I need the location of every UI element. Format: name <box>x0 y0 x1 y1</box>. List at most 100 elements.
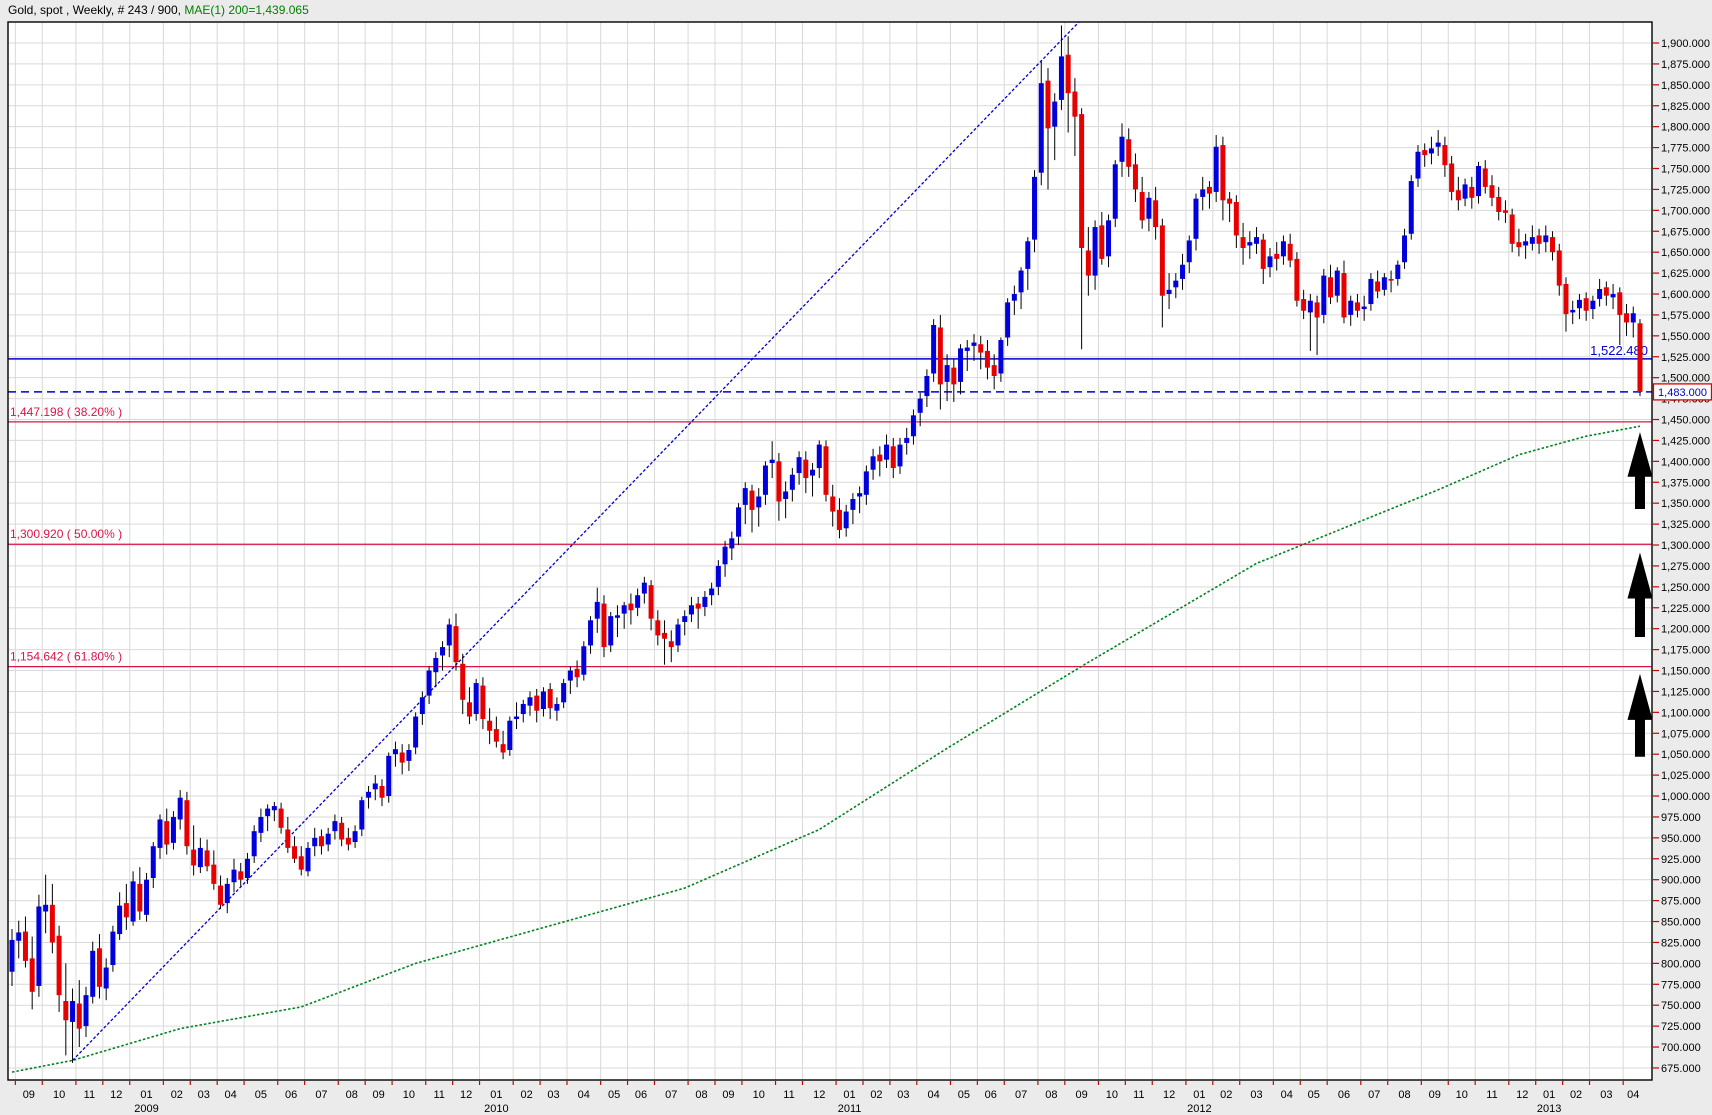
year-label: 2009 <box>134 1103 158 1115</box>
month-tick-label: 04 <box>225 1089 237 1101</box>
price-tick-label: 1,650.000 <box>1661 247 1710 259</box>
month-tick-label: 11 <box>84 1089 95 1101</box>
fib-retracement-level-2[interactable]: 1,154.642 ( 61.80% ) <box>8 650 1652 668</box>
month-tick-label: 06 <box>1338 1089 1350 1101</box>
ma-200-line[interactable] <box>11 425 1641 1073</box>
price-tick-label: 1,050.000 <box>1661 749 1710 761</box>
month-tick-label: 07 <box>665 1089 677 1101</box>
price-tick-label: 1,200.000 <box>1661 624 1710 636</box>
month-tick-label: 09 <box>722 1089 734 1101</box>
price-tick-label: 1,350.000 <box>1661 498 1710 510</box>
month-tick-label: 08 <box>695 1089 707 1101</box>
up-arrow-annotation-0[interactable] <box>1627 432 1653 510</box>
month-tick-label: 03 <box>547 1089 559 1101</box>
chart-plot-area[interactable] <box>8 22 1652 1080</box>
fib-retracement-level-0[interactable]: 1,447.198 ( 38.20% ) <box>8 405 1652 423</box>
price-tick-label: 1,275.000 <box>1661 561 1710 573</box>
month-tick-label: 12 <box>1516 1089 1528 1101</box>
up-arrow-annotation-1[interactable] <box>1627 552 1653 638</box>
price-tick-label: 800.000 <box>1661 958 1701 970</box>
price-tick-label: 1,625.000 <box>1661 268 1710 280</box>
price-tick-label: 1,800.000 <box>1661 122 1710 134</box>
month-tick-label: 03 <box>198 1089 210 1101</box>
price-tick-label: 750.000 <box>1661 1000 1701 1012</box>
price-tick-label: 1,725.000 <box>1661 184 1710 196</box>
month-tick-label: 10 <box>403 1089 415 1101</box>
last-price-axis-label: 1,483.000 <box>1658 387 1707 399</box>
month-tick-label: 10 <box>1106 1089 1118 1101</box>
month-tick-label: 01 <box>1543 1089 1555 1101</box>
up-arrow-annotation-2[interactable] <box>1627 673 1653 757</box>
month-tick-label: 11 <box>433 1089 444 1101</box>
month-tick-label: 11 <box>783 1089 794 1101</box>
price-tick-label: 1,250.000 <box>1661 582 1710 594</box>
time-axis[interactable]: 09 10 11 12 01 02 03 04 05 06 07 08 09 10 11 12 01 02 03 04… <box>14 1081 1639 1115</box>
price-tick-label: 825.000 <box>1661 937 1701 949</box>
price-tick-label: 1,575.000 <box>1661 310 1710 322</box>
price-tick-label: 1,450.000 <box>1661 415 1710 427</box>
price-tick-label: 1,700.000 <box>1661 205 1710 217</box>
fib-retracement-level-1[interactable]: 1,300.920 ( 50.00% ) <box>8 527 1652 545</box>
month-tick-label: 04 <box>1627 1089 1639 1101</box>
chart-title: Gold, spot , Weekly, # 243 / 900, MAE(1)… <box>8 3 309 17</box>
gridlines <box>8 22 1652 1080</box>
month-tick-label: 12 <box>1163 1089 1175 1101</box>
month-tick-label: 02 <box>171 1089 183 1101</box>
plot-border <box>7 21 1653 1081</box>
price-tick-label: 900.000 <box>1661 875 1701 887</box>
price-tick-label: 1,875.000 <box>1661 59 1710 71</box>
price-tick-label: 1,675.000 <box>1661 226 1710 238</box>
month-tick-label: 05 <box>255 1089 267 1101</box>
resistance-hline[interactable]: 1,522.480 <box>8 343 1652 360</box>
price-axis[interactable]: 675.000 700.000 725.000 750.000 775.000 800.0… <box>1653 38 1710 1075</box>
price-tick-label: 1,100.000 <box>1661 707 1710 719</box>
month-tick-label: 03 <box>1600 1089 1612 1101</box>
price-tick-label: 1,025.000 <box>1661 770 1710 782</box>
price-tick-label: 1,775.000 <box>1661 143 1710 155</box>
resistance-hline-label: 1,522.480 <box>1590 343 1648 358</box>
month-tick-label: 10 <box>753 1089 765 1101</box>
month-tick-label: 07 <box>1368 1089 1380 1101</box>
month-tick-label: 04 <box>578 1089 590 1101</box>
month-tick-label: 09 <box>1075 1089 1087 1101</box>
month-tick-label: 03 <box>1250 1089 1262 1101</box>
price-tick-label: 1,150.000 <box>1661 666 1710 678</box>
price-tick-label: 875.000 <box>1661 896 1701 908</box>
price-tick-label: 1,400.000 <box>1661 456 1710 468</box>
month-tick-label: 04 <box>928 1089 940 1101</box>
price-tick-label: 1,000.000 <box>1661 791 1710 803</box>
month-tick-label: 06 <box>985 1089 997 1101</box>
price-tick-label: 1,825.000 <box>1661 101 1710 113</box>
price-tick-label: 1,300.000 <box>1661 540 1710 552</box>
month-tick-label: 10 <box>1456 1089 1468 1101</box>
price-tick-label: 1,550.000 <box>1661 331 1710 343</box>
month-tick-label: 09 <box>373 1089 385 1101</box>
year-label: 2010 <box>484 1103 508 1115</box>
month-tick-label: 08 <box>346 1089 358 1101</box>
month-tick-label: 05 <box>1308 1089 1320 1101</box>
price-tick-label: 725.000 <box>1661 1021 1701 1033</box>
chart-title-indicator: MAE(1) 200=1,439.065 <box>184 3 309 17</box>
price-tick-label: 1,500.000 <box>1661 373 1710 385</box>
price-tick-label: 775.000 <box>1661 979 1701 991</box>
fib-level-label: 1,300.920 ( 50.00% ) <box>10 527 122 541</box>
price-tick-label: 1,125.000 <box>1661 686 1710 698</box>
month-tick-label: 11 <box>1486 1089 1497 1101</box>
month-tick-label: 06 <box>635 1089 647 1101</box>
month-tick-label: 02 <box>870 1089 882 1101</box>
fib-level-label: 1,447.198 ( 38.20% ) <box>10 405 122 419</box>
candles-series <box>9 25 1643 1063</box>
month-tick-label: 11 <box>1133 1089 1144 1101</box>
price-tick-label: 1,750.000 <box>1661 164 1710 176</box>
month-tick-label: 07 <box>1015 1089 1027 1101</box>
month-tick-label: 04 <box>1281 1089 1293 1101</box>
price-tick-label: 850.000 <box>1661 917 1701 929</box>
month-tick-label: 12 <box>110 1089 122 1101</box>
month-tick-label: 01 <box>140 1089 152 1101</box>
price-tick-label: 1,175.000 <box>1661 645 1710 657</box>
year-label: 2013 <box>1537 1103 1561 1115</box>
price-tick-label: 1,850.000 <box>1661 80 1710 92</box>
price-tick-label: 975.000 <box>1661 812 1701 824</box>
